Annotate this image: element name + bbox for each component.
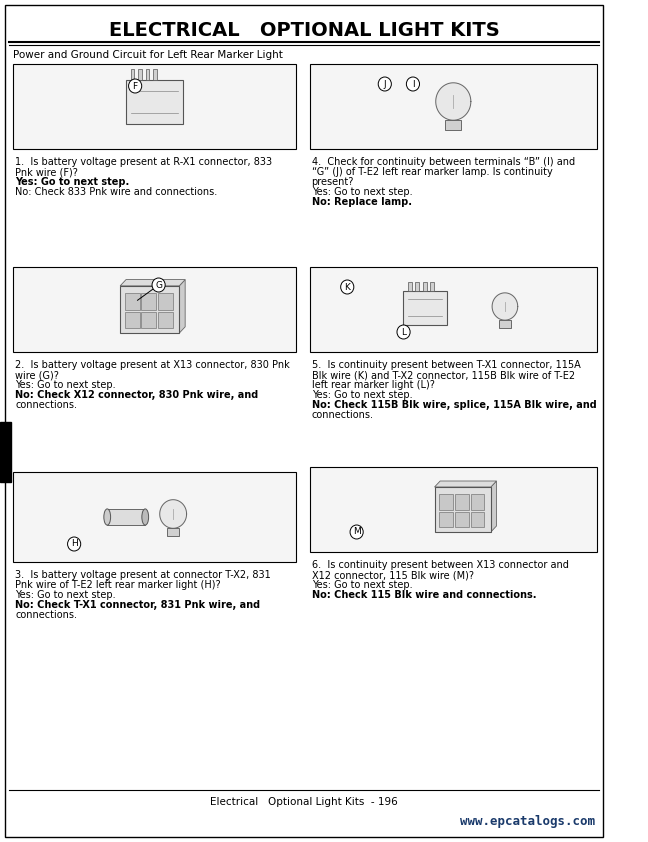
Bar <box>13 64 295 149</box>
Bar <box>430 282 434 290</box>
Text: Yes: Go to next step.: Yes: Go to next step. <box>15 380 115 390</box>
Circle shape <box>406 77 419 91</box>
Bar <box>0 422 11 482</box>
Text: J: J <box>384 79 386 88</box>
Text: F: F <box>133 82 138 90</box>
Text: Yes: Go to next step.: Yes: Go to next step. <box>312 390 412 400</box>
Text: Yes: Go to next step.: Yes: Go to next step. <box>312 187 412 197</box>
Bar <box>107 509 145 525</box>
Bar <box>435 487 491 532</box>
Text: L: L <box>401 328 406 337</box>
Text: Pnk wire of T-E2 left rear marker light (H)?: Pnk wire of T-E2 left rear marker light … <box>15 580 220 590</box>
Text: H: H <box>71 540 78 548</box>
Polygon shape <box>179 280 185 333</box>
Bar <box>310 467 597 552</box>
Text: No: Check 833 Pnk wire and connections.: No: Check 833 Pnk wire and connections. <box>15 187 217 197</box>
Text: Pnk wire (F)?: Pnk wire (F)? <box>15 167 78 177</box>
Text: No: Check 115 Blk wire and connections.: No: Check 115 Blk wire and connections. <box>312 590 536 600</box>
Bar <box>153 68 157 79</box>
Bar <box>470 511 484 527</box>
Bar <box>423 282 426 290</box>
Bar <box>167 528 179 536</box>
Bar <box>120 286 179 333</box>
Text: No: Check 115B Blk wire, splice, 115A Blk wire, and: No: Check 115B Blk wire, splice, 115A Bl… <box>312 400 596 410</box>
Bar <box>125 293 139 310</box>
Text: 1.  Is battery voltage present at R-X1 connector, 833: 1. Is battery voltage present at R-X1 co… <box>15 157 272 167</box>
Text: connections.: connections. <box>15 400 77 410</box>
Text: 2.  Is battery voltage present at X13 connector, 830 Pnk: 2. Is battery voltage present at X13 con… <box>15 360 290 370</box>
Text: X12 connector, 115 Blk wire (M)?: X12 connector, 115 Blk wire (M)? <box>312 570 474 580</box>
Bar <box>310 64 597 149</box>
Bar <box>439 511 453 527</box>
Text: M: M <box>353 527 360 536</box>
Bar <box>455 494 469 509</box>
Text: No: Replace lamp.: No: Replace lamp. <box>312 197 411 207</box>
Text: Power and Ground Circuit for Left Rear Marker Light: Power and Ground Circuit for Left Rear M… <box>13 50 283 60</box>
Bar <box>470 494 484 509</box>
Circle shape <box>67 537 81 551</box>
Text: left rear marker light (L)?: left rear marker light (L)? <box>312 380 434 390</box>
Circle shape <box>152 278 165 292</box>
Bar <box>141 293 156 310</box>
Text: present?: present? <box>312 177 354 187</box>
Bar <box>310 267 597 352</box>
Bar <box>455 511 469 527</box>
Text: K: K <box>344 283 350 291</box>
Text: Blk wire (K) and T-X2 connector, 115B Blk wire of T-E2: Blk wire (K) and T-X2 connector, 115B Bl… <box>312 370 575 380</box>
Polygon shape <box>492 293 518 320</box>
Text: Yes: Go to next step.: Yes: Go to next step. <box>15 177 129 187</box>
Text: No: Check T-X1 connector, 831 Pnk wire, and: No: Check T-X1 connector, 831 Pnk wire, … <box>15 600 260 610</box>
Bar <box>499 320 511 328</box>
Bar <box>138 68 142 79</box>
Text: I: I <box>411 79 414 88</box>
Bar <box>126 79 183 124</box>
Bar <box>403 290 447 324</box>
Circle shape <box>397 325 410 339</box>
Circle shape <box>350 525 363 539</box>
Circle shape <box>378 77 391 91</box>
Text: www.epcatalogs.com: www.epcatalogs.com <box>460 816 595 829</box>
Text: Yes: Go to next step.: Yes: Go to next step. <box>15 590 115 600</box>
Text: “G” (J) of T-E2 left rear marker lamp. Is continuity: “G” (J) of T-E2 left rear marker lamp. I… <box>312 167 552 177</box>
Bar <box>415 282 419 290</box>
Circle shape <box>341 280 354 294</box>
Text: Electrical   Optional Light Kits  - 196: Electrical Optional Light Kits - 196 <box>210 797 398 807</box>
Ellipse shape <box>104 509 111 525</box>
Text: 4.  Check for continuity between terminals “B” (I) and: 4. Check for continuity between terminal… <box>312 157 575 167</box>
Bar <box>158 312 172 328</box>
Bar <box>439 494 453 509</box>
Bar <box>13 267 295 352</box>
Text: ELECTRICAL   OPTIONAL LIGHT KITS: ELECTRICAL OPTIONAL LIGHT KITS <box>109 20 500 40</box>
Text: 5.  Is continuity present between T-X1 connector, 115A: 5. Is continuity present between T-X1 co… <box>312 360 581 370</box>
Bar <box>158 293 172 310</box>
Bar <box>131 68 134 79</box>
Text: Yes: Go to next step.: Yes: Go to next step. <box>312 580 412 590</box>
Bar <box>146 68 150 79</box>
Text: connections.: connections. <box>312 410 374 420</box>
Text: wire (G)?: wire (G)? <box>15 370 59 380</box>
Polygon shape <box>120 280 185 286</box>
Bar <box>13 472 295 562</box>
Text: No: Check X12 connector, 830 Pnk wire, and: No: Check X12 connector, 830 Pnk wire, a… <box>15 390 259 400</box>
Bar <box>408 282 411 290</box>
Polygon shape <box>435 481 496 487</box>
Text: 3.  Is battery voltage present at connector T-X2, 831: 3. Is battery voltage present at connect… <box>15 570 271 580</box>
Text: G: G <box>155 280 162 290</box>
Ellipse shape <box>142 509 148 525</box>
Text: connections.: connections. <box>15 610 77 620</box>
Circle shape <box>128 79 142 93</box>
Polygon shape <box>435 83 471 120</box>
Bar <box>445 120 461 131</box>
Bar <box>125 312 139 328</box>
Polygon shape <box>160 499 187 528</box>
Polygon shape <box>491 481 496 532</box>
Text: 6.  Is continuity present between X13 connector and: 6. Is continuity present between X13 con… <box>312 560 568 570</box>
Bar <box>141 312 156 328</box>
